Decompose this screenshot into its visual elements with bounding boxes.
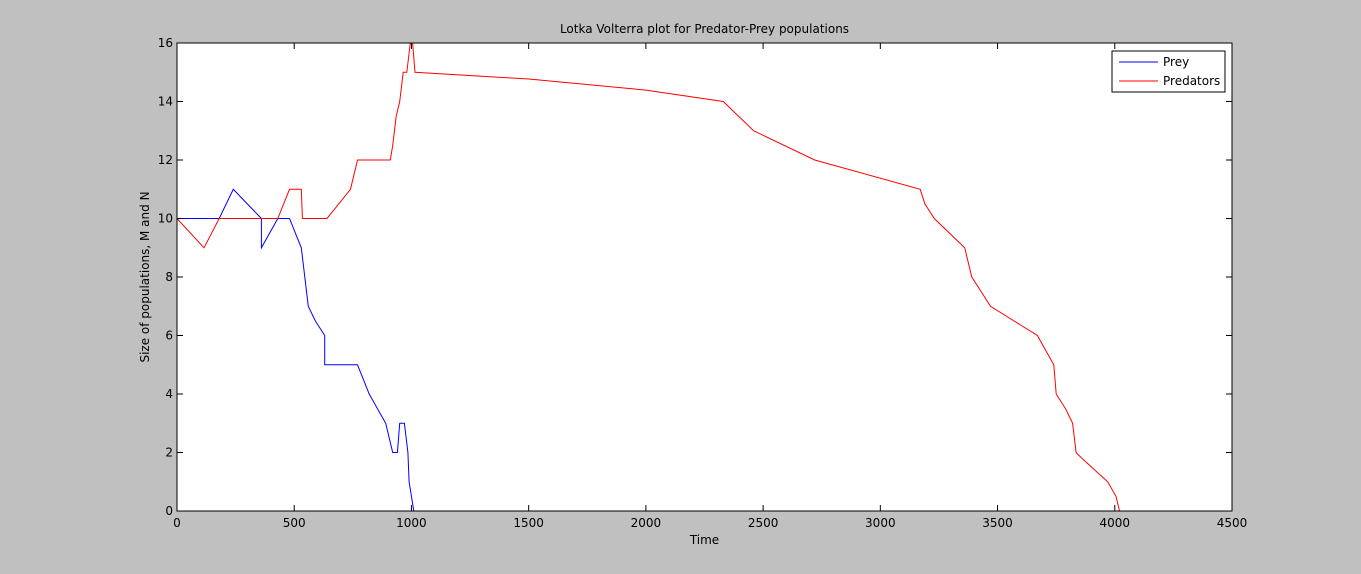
y-tick-label: 12 xyxy=(158,153,173,167)
x-tick-label: 1500 xyxy=(513,516,544,530)
series-line-predators xyxy=(176,42,1120,512)
legend: Prey Predators xyxy=(1111,50,1226,93)
legend-box xyxy=(1111,50,1226,93)
x-tick-label: 3500 xyxy=(982,516,1013,530)
y-tick-label: 6 xyxy=(165,329,173,343)
y-tick-label: 8 xyxy=(165,270,173,284)
x-tick-label: 4500 xyxy=(1217,516,1248,530)
series-layer xyxy=(176,42,1120,512)
x-tick-label: 2000 xyxy=(631,516,662,530)
y-tick-label: 10 xyxy=(158,212,173,226)
y-tick-label: 2 xyxy=(165,446,173,460)
x-tick-label: 1000 xyxy=(396,516,427,530)
x-tick-label: 500 xyxy=(283,516,306,530)
chart-title: Lotka Volterra plot for Predator-Prey po… xyxy=(560,22,849,36)
plot-area xyxy=(177,43,1232,511)
y-tick-label: 0 xyxy=(165,504,173,518)
y-tick-label: 4 xyxy=(165,387,173,401)
legend-prey-label: Prey xyxy=(1163,55,1189,69)
y-tick-label: 14 xyxy=(158,95,173,109)
y-tick-label: 16 xyxy=(158,36,173,50)
x-tick-label: 3000 xyxy=(865,516,896,530)
series-line-prey xyxy=(177,188,415,512)
x-tick-label: 0 xyxy=(173,516,181,530)
x-tick-label: 4000 xyxy=(1100,516,1131,530)
x-axis-label: Time xyxy=(689,533,719,547)
plot-frame xyxy=(176,42,1233,512)
x-tick-label: 2500 xyxy=(748,516,779,530)
legend-predators-label: Predators xyxy=(1163,74,1220,88)
axis-ticks: 0 500 1000 1500 2000 2500 3000 3500 4000 4500 0 2 4 6… xyxy=(158,36,1248,530)
y-axis-label: Size of populations, M and N xyxy=(138,191,152,362)
